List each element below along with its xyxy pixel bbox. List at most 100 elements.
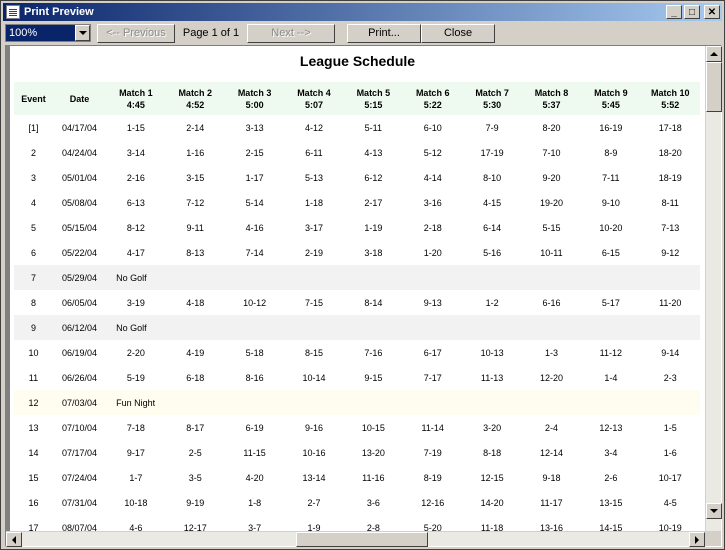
vertical-scroll-thumb[interactable] [706, 62, 722, 112]
zoom-value: 100% [9, 27, 38, 39]
close-button[interactable]: Close [421, 23, 495, 43]
close-icon: ✕ [707, 6, 717, 18]
table-row: [1] 04/17/04 1-15 2-14 3-13 4-12 5-11 6-10 7-9 8-… [14, 115, 700, 140]
column-header-time: 5:52 [661, 99, 680, 110]
match-cell: 2-18 [423, 222, 442, 233]
scroll-down-icon[interactable] [706, 503, 722, 519]
scroll-left-icon[interactable] [6, 532, 22, 547]
match-cell: 6-10 [423, 122, 442, 133]
next-button[interactable]: Next --> [247, 23, 335, 43]
date-cell: 04/24/04 [62, 147, 98, 158]
match-cell: 1-3 [544, 347, 558, 358]
table-row: 4 05/08/04 6-13 7-12 5-14 1-18 2-17 3-16 4-15 19-… [14, 190, 700, 215]
match-cell: 14-15 [599, 522, 623, 533]
schedule-body: [1] 04/17/04 1-15 2-14 3-13 4-12 5-11 6-10 7-9 8-… [14, 115, 700, 534]
match-cell: 11-12 [599, 347, 622, 358]
scroll-up-icon[interactable] [706, 46, 722, 62]
column-header-label: Date [69, 93, 90, 104]
column-header-time: 5:45 [601, 99, 620, 110]
match-cell: 6-19 [245, 422, 264, 433]
minimize-button[interactable]: _ [666, 5, 682, 19]
table-row: 6 05/22/04 4-17 8-13 7-14 2-19 3-18 1-20 5-16 10-… [14, 240, 700, 265]
column-header-time: 5:30 [483, 99, 502, 110]
date-cell: 05/22/04 [62, 247, 98, 258]
match-cell: 1-2 [485, 297, 499, 308]
preview-area: League Schedule Event Date Match 1 4:45 Matc… [5, 45, 722, 547]
column-header: Match 10 5:52 [640, 82, 700, 115]
date-cell: 08/07/04 [62, 522, 98, 533]
match-cell: 5-16 [483, 247, 502, 258]
table-row: 14 07/17/04 9-17 2-5 11-15 10-16 13-20 7-19 8-18… [14, 440, 700, 465]
column-header-time: 5:15 [364, 99, 383, 110]
previous-button[interactable]: <-- Previous [97, 23, 175, 43]
match-cell: 7-11 [602, 172, 620, 183]
table-row: 3 05/01/04 2-16 3-15 1-17 5-13 6-12 4-14 8-10 9-2… [14, 165, 700, 190]
minimize-icon: _ [671, 6, 677, 18]
column-header: Match 1 4:45 [106, 82, 166, 115]
zoom-select[interactable]: 100% [5, 24, 91, 42]
match-cell: 11-18 [480, 522, 504, 533]
match-cell: 9-19 [186, 497, 205, 508]
match-cell: 3-17 [304, 222, 323, 233]
date-cell: 06/26/04 [62, 372, 98, 383]
match-cell: 17-18 [658, 122, 682, 133]
match-cell: 10-13 [480, 347, 504, 358]
match-cell: 4-12 [304, 122, 323, 133]
horizontal-scroll-thumb[interactable] [296, 532, 428, 547]
match-cell: 8-14 [364, 297, 383, 308]
match-cell: 5-13 [304, 172, 323, 183]
match-cell: 7-12 [186, 197, 205, 208]
column-header-label: Match 7 [475, 87, 509, 98]
match-cell: 3-18 [364, 247, 383, 258]
event-cell: [1] [28, 122, 39, 133]
match-cell: 9-11 [186, 222, 204, 233]
vertical-scrollbar[interactable] [705, 46, 722, 534]
report-title: League Schedule [299, 53, 416, 69]
match-cell: 9-16 [304, 422, 323, 433]
match-cell: 8-15 [304, 347, 323, 358]
horizontal-scrollbar[interactable] [6, 531, 721, 547]
match-cell: 2-5 [188, 447, 202, 458]
column-header: Event [14, 82, 53, 115]
match-cell: 1-6 [663, 447, 677, 458]
match-cell: 13-16 [539, 522, 563, 533]
match-cell: 4-14 [423, 172, 442, 183]
match-cell: 11-16 [362, 472, 385, 483]
column-header-label: Event [21, 93, 46, 104]
match-cell: 6-11 [305, 147, 323, 158]
match-cell: 7-13 [661, 222, 680, 233]
event-cell: 14 [28, 447, 39, 458]
date-cell: 05/08/04 [62, 197, 98, 208]
close-window-button[interactable]: ✕ [704, 5, 720, 19]
match-cell: 17-19 [480, 147, 504, 158]
match-cell: 9-13 [423, 297, 442, 308]
date-cell: 07/03/04 [52, 390, 107, 415]
app-icon [6, 5, 20, 19]
event-cell: 4 [30, 197, 36, 208]
match-cell: 8-19 [423, 472, 442, 483]
match-cell: 8-17 [186, 422, 205, 433]
date-cell: 06/19/04 [62, 347, 98, 358]
match-cell: 7-10 [542, 147, 561, 158]
scrollbar-corner [705, 531, 721, 546]
match-cell: 18-19 [658, 172, 682, 183]
column-header-label: Match 8 [534, 87, 569, 98]
match-cell: 9-14 [661, 347, 680, 358]
table-row: 17 08/07/04 4-6 12-17 3-7 1-9 2-8 5-20 11-18 13-1… [14, 515, 700, 534]
column-header: Date [52, 82, 107, 115]
chevron-down-icon[interactable] [75, 25, 90, 41]
scroll-right-icon[interactable] [689, 532, 705, 547]
table-row: 5 05/15/04 8-12 9-11 4-16 3-17 1-19 2-18 6-14 5-1… [14, 215, 700, 240]
match-cell: 8-12 [126, 222, 145, 233]
match-cell: 3-16 [423, 197, 442, 208]
event-cell: 13 [28, 422, 39, 433]
match-cell: 7-18 [126, 422, 145, 433]
maximize-button[interactable]: □ [684, 5, 700, 19]
match-cell: 3-5 [188, 472, 202, 483]
print-button[interactable]: Print... [347, 23, 421, 43]
match-cell: 10-12 [243, 297, 267, 308]
column-header-time: 4:45 [126, 99, 145, 110]
match-cell: 8-11 [661, 197, 679, 208]
note-cell: No Golf [106, 265, 700, 290]
page-info: Page 1 of 1 [182, 27, 240, 39]
